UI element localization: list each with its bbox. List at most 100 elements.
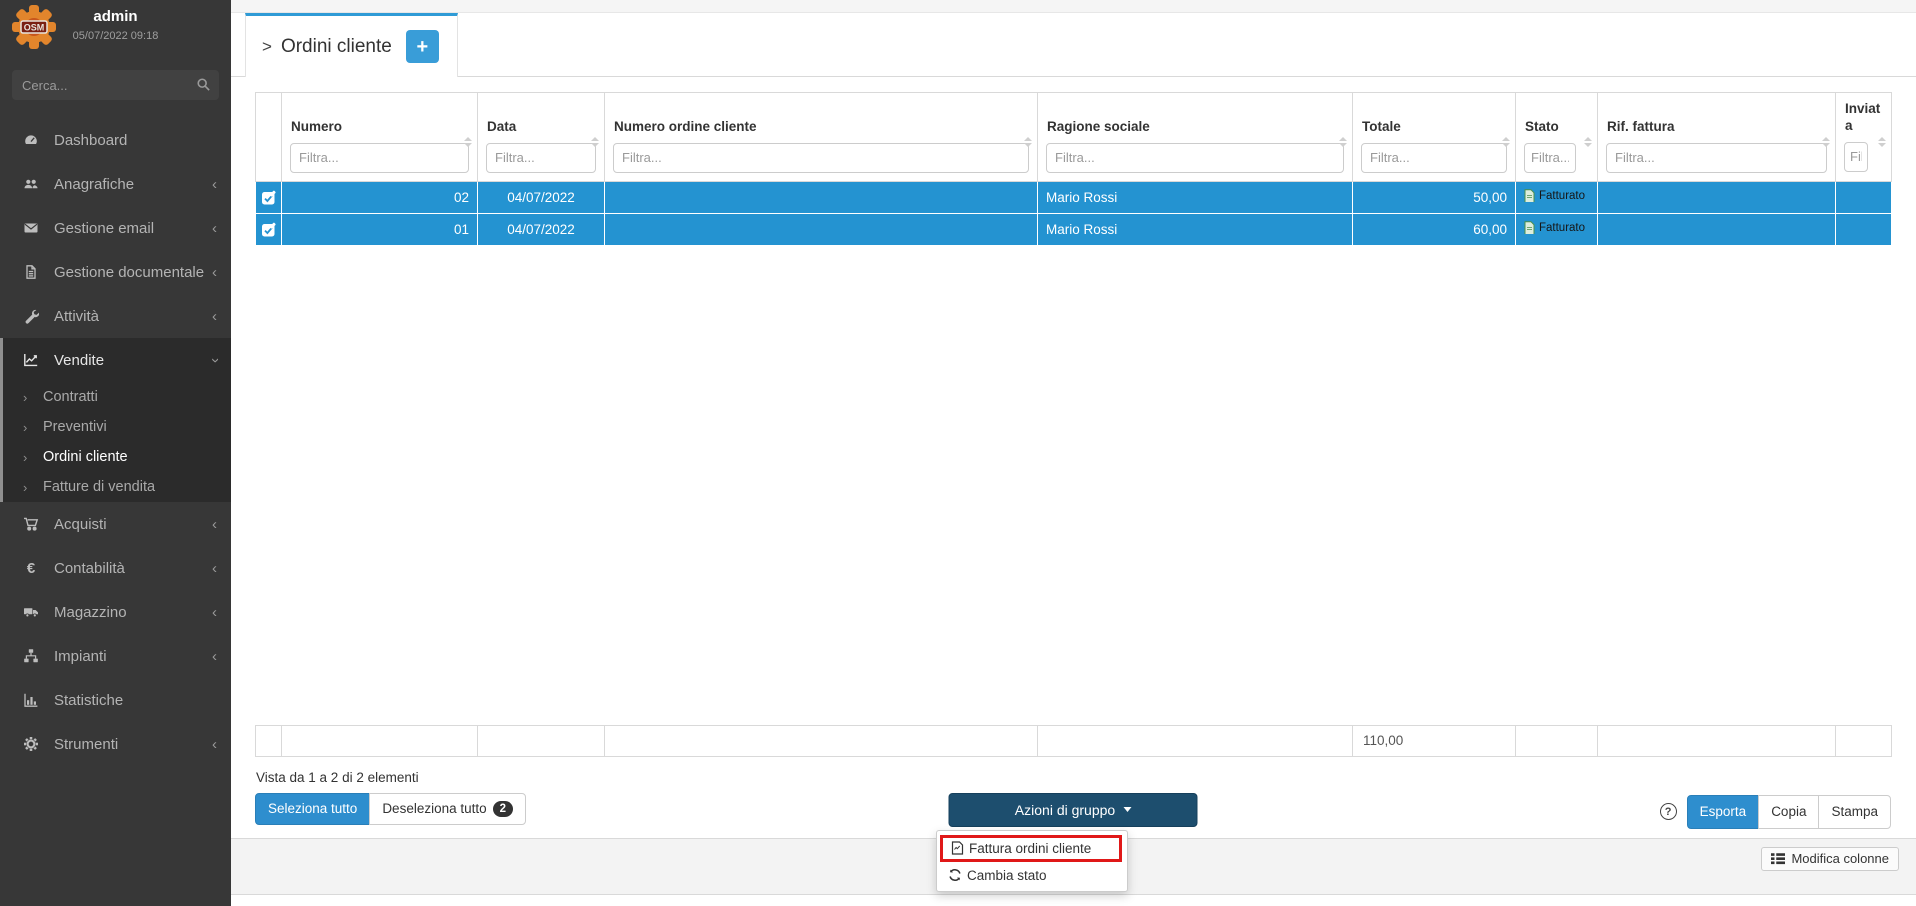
sidebar-item-impianti[interactable]: Impianti ‹ [0, 634, 231, 678]
sidebar-item-label: Gestione documentale [54, 263, 205, 281]
menu-item-fattura-ordini-cliente[interactable]: Fattura ordini cliente [943, 838, 1119, 859]
chevron-left-icon: ‹ [212, 735, 217, 753]
wrench-icon [20, 308, 42, 324]
row-select-cell[interactable] [255, 212, 282, 246]
sort-arrows-icon[interactable] [591, 137, 599, 147]
cell-rif-fattura [1597, 212, 1836, 246]
username: admin [93, 8, 138, 25]
sort-arrows-icon[interactable] [1502, 137, 1510, 147]
table-empty-space [255, 245, 1892, 726]
sidebar-item-attivita[interactable]: Attività ‹ [0, 294, 231, 338]
cell-data: 04/07/2022 [477, 180, 605, 214]
sort-arrows-icon[interactable] [1339, 137, 1347, 147]
sidebar-item-label: Contabilità [54, 559, 125, 577]
sort-arrows-icon[interactable] [1878, 137, 1886, 147]
sort-header-ragione-sociale[interactable]: Ragione sociale [1047, 119, 1150, 134]
copy-button[interactable]: Copia [1758, 794, 1820, 829]
sidebar-item-label: Statistiche [54, 691, 124, 709]
select-all-button[interactable]: Seleziona tutto [255, 792, 371, 825]
sidebar-subitem-contratti[interactable]: › Contratti [3, 382, 231, 412]
print-button[interactable]: Stampa [1818, 794, 1891, 829]
sort-header-rif-fattura[interactable]: Rif. fattura [1607, 119, 1675, 134]
filter-input-numero-ordine-cliente[interactable] [613, 142, 1029, 173]
column-header-stato: Stato [1515, 92, 1598, 182]
export-button[interactable]: Esporta [1686, 794, 1760, 829]
sidebar-subitem-ordini-cliente[interactable]: › Ordini cliente [3, 442, 231, 472]
sidebar-item-acquisti[interactable]: Acquisti ‹ [0, 502, 231, 546]
sidebar-subitem-fatture-di-vendita[interactable]: › Fatture di vendita [3, 472, 231, 502]
network-icon [20, 648, 42, 664]
tab-ordini-cliente[interactable]: > Ordini cliente + [245, 13, 458, 77]
filter-input-stato[interactable] [1524, 142, 1576, 173]
group-actions-button[interactable]: Azioni di gruppo [948, 792, 1198, 827]
table-row[interactable]: 02 04/07/2022 Mario Rossi 50,00 Fatturat… [255, 180, 1892, 214]
deselect-all-button[interactable]: Deseleziona tutto 2 [369, 792, 527, 825]
sidebar-subitem-preventivi[interactable]: › Preventivi [3, 412, 231, 442]
column-header-numero: Numero [281, 92, 478, 182]
table-header-row: Numero Data Numero ordine cliente Ragion… [255, 92, 1892, 182]
sort-header-data[interactable]: Data [487, 119, 517, 134]
sidebar-item-gestione-documentale[interactable]: Gestione documentale ‹ [0, 250, 231, 294]
sort-arrows-icon[interactable] [1584, 137, 1592, 147]
gear-icon [20, 736, 42, 752]
column-header-totale: Totale [1352, 92, 1516, 182]
red-highlight-box: Fattura ordini cliente [940, 834, 1122, 862]
footer-cell [477, 724, 605, 757]
sort-header-inviata[interactable]: Inviata [1845, 101, 1881, 133]
submenu-arrow-icon: › [23, 479, 28, 495]
chevron-left-icon: ‹ [212, 175, 217, 193]
sort-header-numero-ordine-cliente[interactable]: Numero ordine cliente [614, 119, 757, 134]
truck-icon [20, 604, 42, 620]
cell-inviata [1835, 212, 1892, 246]
status-badge: Fatturato [1524, 189, 1585, 203]
sidebar-item-vendite[interactable]: Vendite ‹ [3, 338, 231, 382]
filter-input-totale[interactable] [1361, 142, 1507, 173]
table-row[interactable]: 01 04/07/2022 Mario Rossi 60,00 Fatturat… [255, 212, 1892, 246]
edit-columns-button[interactable]: Modifica colonne [1761, 846, 1899, 871]
cell-data: 04/07/2022 [477, 212, 605, 246]
sidebar-subitem-label: Preventivi [43, 419, 107, 435]
search-icon[interactable] [196, 77, 211, 92]
sidebar-item-anagrafiche[interactable]: Anagrafiche ‹ [0, 162, 231, 206]
select-column-header [255, 92, 282, 182]
add-order-button[interactable]: + [405, 30, 439, 63]
chevron-left-icon: ‹ [212, 515, 217, 533]
tab-chevron-icon: > [262, 36, 272, 56]
filter-input-inviata[interactable] [1844, 141, 1868, 172]
cell-numero: 02 [281, 180, 478, 214]
footer-cell [1037, 724, 1353, 757]
sort-header-numero[interactable]: Numero [291, 119, 343, 134]
row-select-cell[interactable] [255, 180, 282, 214]
sort-arrows-icon[interactable] [1024, 137, 1032, 147]
top-strip [231, 0, 1916, 13]
sidebar-item-statistiche[interactable]: Statistiche [0, 678, 231, 722]
selected-checkbox-icon [256, 222, 281, 238]
bar-chart-icon [20, 692, 42, 708]
sidebar-item-magazzino[interactable]: Magazzino ‹ [0, 590, 231, 634]
chevron-left-icon: ‹ [212, 219, 217, 237]
help-icon[interactable]: ? [1659, 803, 1677, 821]
submenu-arrow-icon: › [23, 419, 28, 435]
filter-input-data[interactable] [486, 142, 596, 173]
chevron-left-icon: ‹ [212, 603, 217, 621]
filter-input-inviata[interactable] [1606, 142, 1827, 173]
search-input[interactable] [12, 70, 219, 100]
footer-cell [255, 724, 282, 757]
filter-input-numero[interactable] [290, 142, 469, 173]
filter-input-ragione-sociale[interactable] [1046, 142, 1344, 173]
sidebar-item-label: Impianti [54, 647, 107, 665]
selected-count-badge: 2 [492, 800, 514, 817]
users-icon [20, 176, 42, 192]
sort-arrows-icon[interactable] [1822, 137, 1830, 147]
vendite-expanded-section: Vendite ‹ › Contratti › Preventivi › Ord… [0, 338, 231, 502]
export-buttons: ? Esporta Copia Stampa [1659, 794, 1891, 829]
sort-header-totale[interactable]: Totale [1362, 119, 1401, 134]
sort-arrows-icon[interactable] [464, 137, 472, 147]
sidebar-item-dashboard[interactable]: Dashboard [0, 118, 231, 162]
sidebar-item-gestione-email[interactable]: Gestione email ‹ [0, 206, 231, 250]
sort-header-stato[interactable]: Stato [1525, 119, 1559, 134]
sidebar-item-strumenti[interactable]: Strumenti ‹ [0, 722, 231, 766]
menu-item-cambia-stato[interactable]: Cambia stato [937, 864, 1127, 887]
cell-ragione-sociale: Mario Rossi [1037, 180, 1353, 214]
sidebar-item-contabilita[interactable]: € Contabilità ‹ [0, 546, 231, 590]
